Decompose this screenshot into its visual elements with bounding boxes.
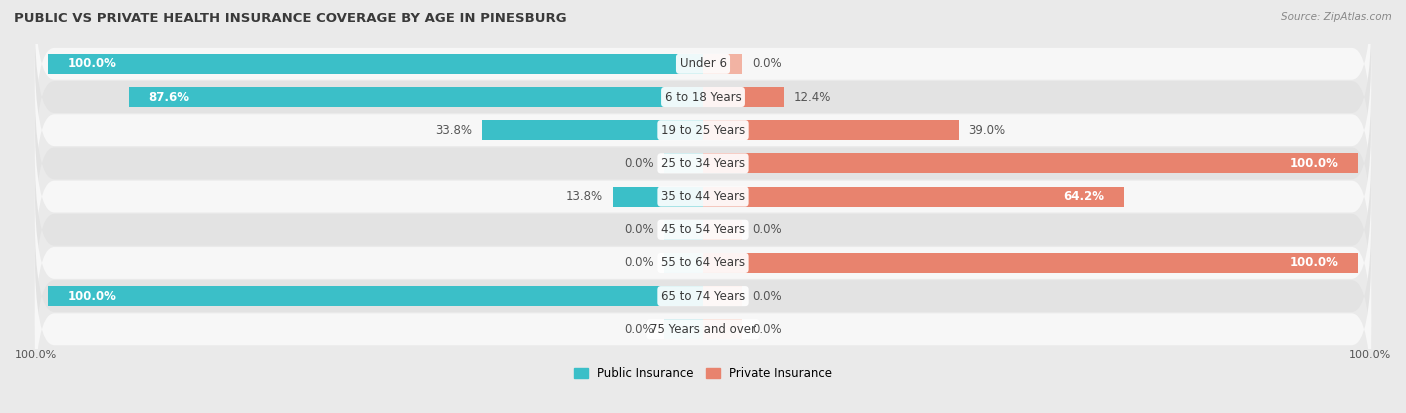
- Text: 87.6%: 87.6%: [149, 90, 190, 104]
- Bar: [664, 253, 703, 273]
- Text: 100.0%: 100.0%: [67, 57, 117, 70]
- Text: 0.0%: 0.0%: [752, 290, 782, 303]
- Bar: [703, 253, 1358, 273]
- Text: Under 6: Under 6: [679, 57, 727, 70]
- Bar: [129, 87, 703, 107]
- FancyBboxPatch shape: [35, 47, 1371, 214]
- Bar: [703, 220, 742, 240]
- Bar: [48, 54, 703, 74]
- Text: 6 to 18 Years: 6 to 18 Years: [665, 90, 741, 104]
- Text: 100.0%: 100.0%: [1289, 256, 1339, 269]
- FancyBboxPatch shape: [35, 213, 1371, 380]
- Bar: [703, 319, 742, 339]
- Text: 13.8%: 13.8%: [565, 190, 603, 203]
- Text: 55 to 64 Years: 55 to 64 Years: [661, 256, 745, 269]
- Text: 100.0%: 100.0%: [1348, 350, 1391, 360]
- Bar: [481, 120, 703, 140]
- FancyBboxPatch shape: [35, 13, 1371, 180]
- Text: 100.0%: 100.0%: [15, 350, 58, 360]
- Text: 39.0%: 39.0%: [969, 124, 1005, 137]
- Text: 100.0%: 100.0%: [67, 290, 117, 303]
- FancyBboxPatch shape: [35, 179, 1371, 347]
- FancyBboxPatch shape: [35, 80, 1371, 247]
- Text: PUBLIC VS PRIVATE HEALTH INSURANCE COVERAGE BY AGE IN PINESBURG: PUBLIC VS PRIVATE HEALTH INSURANCE COVER…: [14, 12, 567, 25]
- Text: 0.0%: 0.0%: [624, 323, 654, 336]
- Text: 25 to 34 Years: 25 to 34 Years: [661, 157, 745, 170]
- Bar: [613, 187, 703, 206]
- Text: 0.0%: 0.0%: [624, 223, 654, 236]
- Bar: [664, 319, 703, 339]
- FancyBboxPatch shape: [35, 146, 1371, 313]
- Text: 35 to 44 Years: 35 to 44 Years: [661, 190, 745, 203]
- Text: 0.0%: 0.0%: [752, 323, 782, 336]
- Bar: [703, 87, 785, 107]
- Text: 64.2%: 64.2%: [1063, 190, 1104, 203]
- Bar: [664, 153, 703, 173]
- Text: 0.0%: 0.0%: [752, 57, 782, 70]
- FancyBboxPatch shape: [35, 113, 1371, 280]
- Bar: [664, 220, 703, 240]
- Text: 100.0%: 100.0%: [1289, 157, 1339, 170]
- Text: 19 to 25 Years: 19 to 25 Years: [661, 124, 745, 137]
- Bar: [703, 54, 742, 74]
- FancyBboxPatch shape: [35, 246, 1371, 413]
- Text: 45 to 54 Years: 45 to 54 Years: [661, 223, 745, 236]
- Bar: [48, 286, 703, 306]
- Legend: Public Insurance, Private Insurance: Public Insurance, Private Insurance: [574, 367, 832, 380]
- Bar: [703, 286, 742, 306]
- Text: 75 Years and over: 75 Years and over: [650, 323, 756, 336]
- Bar: [703, 187, 1123, 206]
- Bar: [703, 153, 1358, 173]
- Text: 0.0%: 0.0%: [624, 157, 654, 170]
- Bar: [703, 120, 959, 140]
- Text: 65 to 74 Years: 65 to 74 Years: [661, 290, 745, 303]
- Text: 33.8%: 33.8%: [434, 124, 471, 137]
- Text: Source: ZipAtlas.com: Source: ZipAtlas.com: [1281, 12, 1392, 22]
- Text: 0.0%: 0.0%: [624, 256, 654, 269]
- Text: 0.0%: 0.0%: [752, 223, 782, 236]
- Text: 12.4%: 12.4%: [794, 90, 831, 104]
- FancyBboxPatch shape: [35, 0, 1371, 147]
